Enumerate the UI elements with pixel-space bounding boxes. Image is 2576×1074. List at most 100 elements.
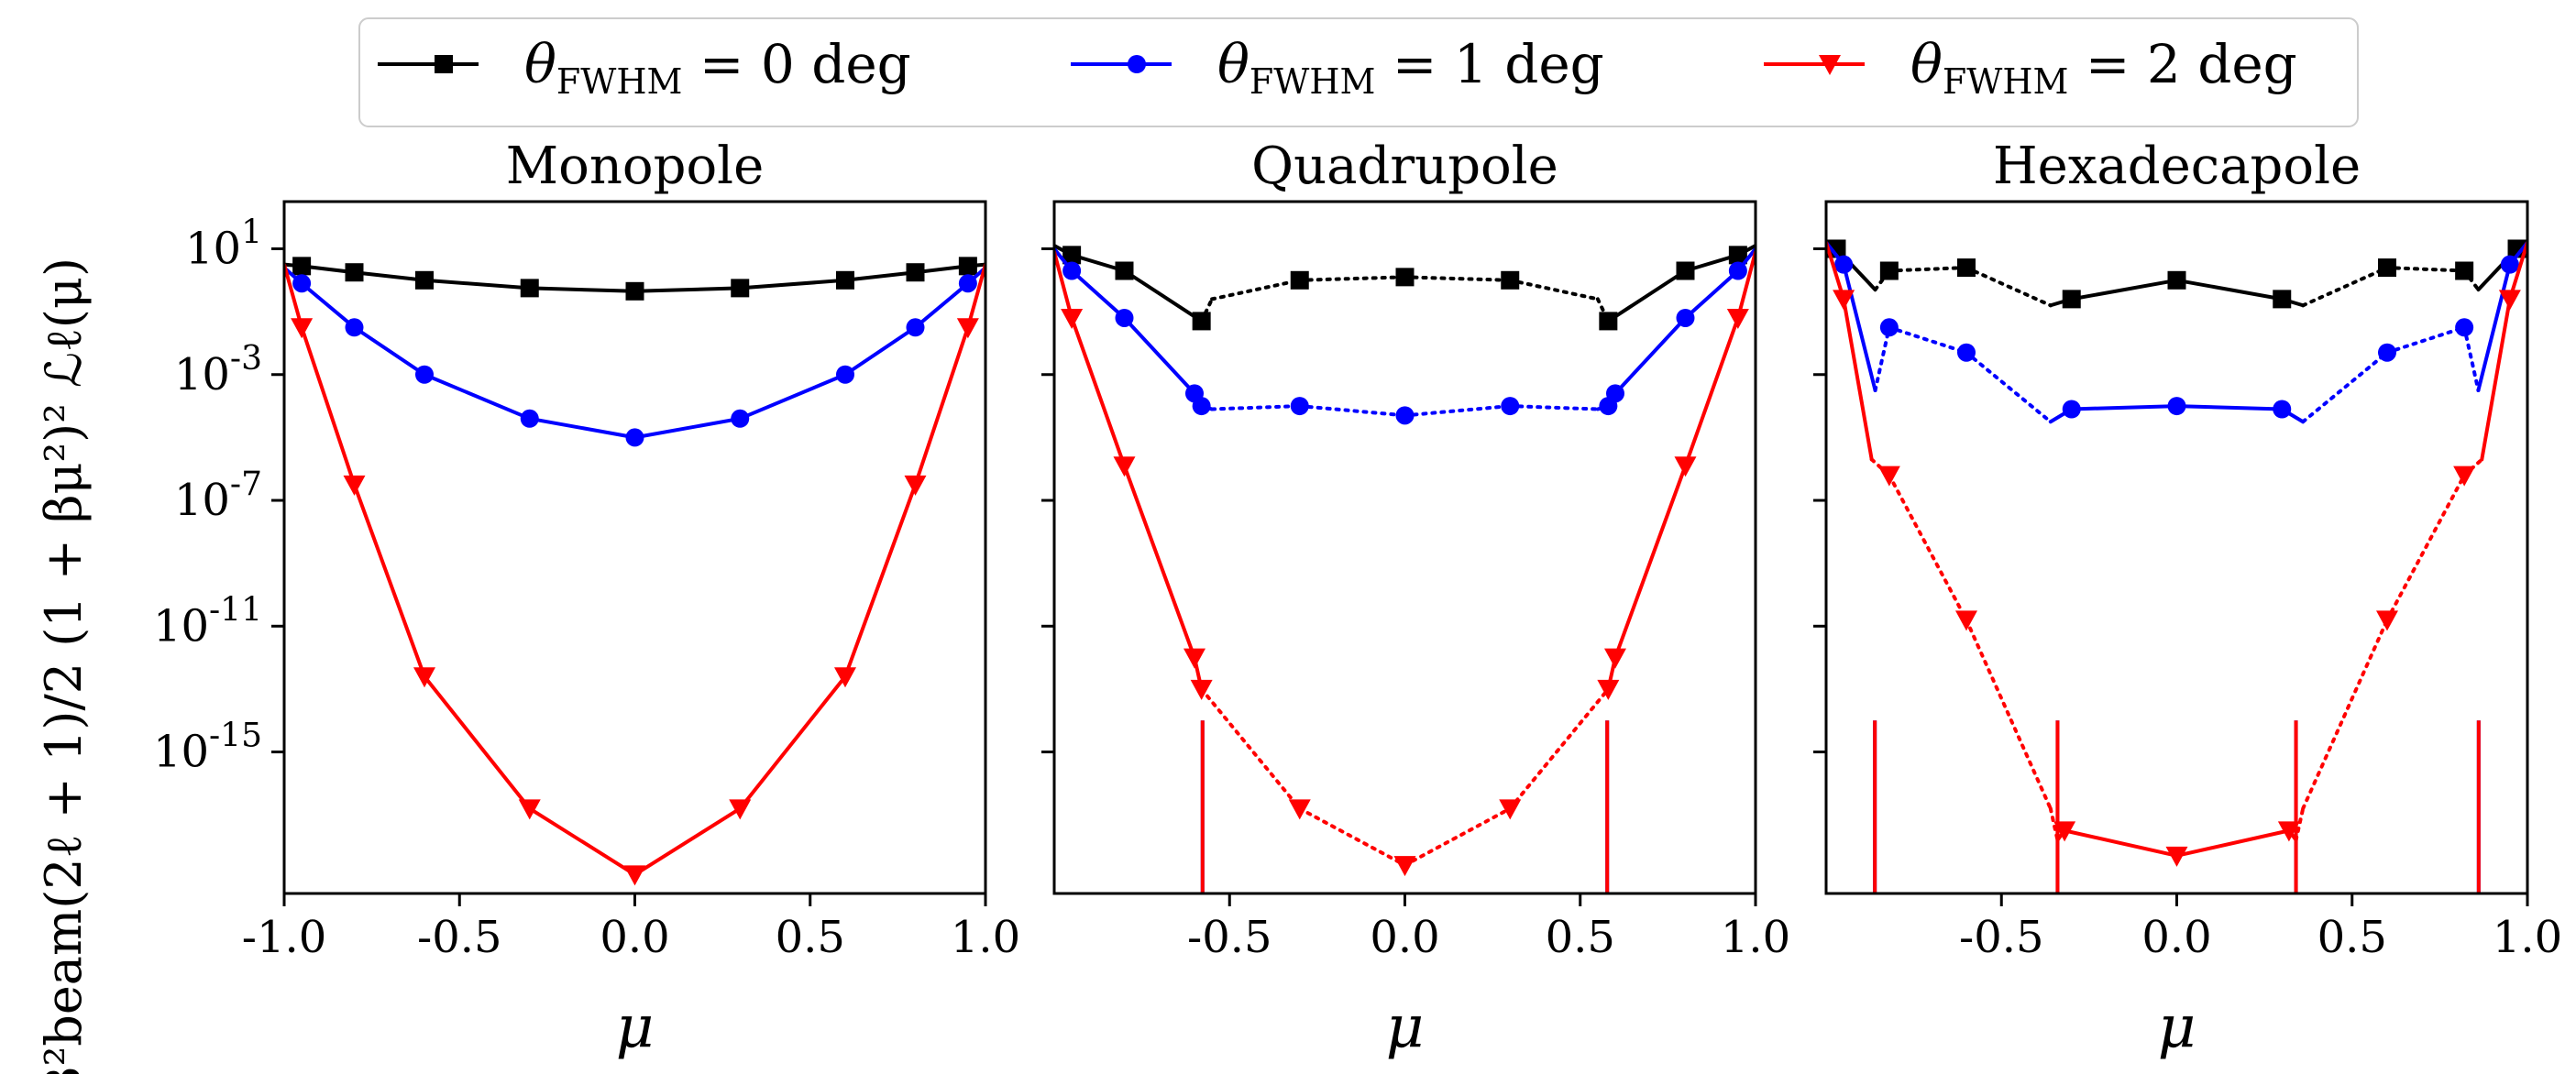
data-point [2277,821,2300,842]
series-segment [913,281,970,330]
series-segment [2174,404,2284,411]
data-point [1499,799,1522,820]
x-axis-label: μ [2158,993,2196,1061]
series-segment [1054,249,1074,320]
series-segment [1965,350,2053,424]
data-point [1290,397,1309,416]
data-point [2167,270,2186,290]
data-point [1877,466,1900,487]
series-segment [2462,325,2481,392]
legend-label: θFWHM = 0 deg [524,33,911,102]
data-point [2378,343,2396,362]
y-tick-label: 101 [185,214,262,274]
series-segment [2385,473,2467,622]
data-point [413,667,435,688]
series-segment [1826,240,1846,301]
series-segment [843,325,918,377]
data-point [2378,258,2396,278]
series-segment [2063,828,2179,858]
series-segment [352,325,426,377]
series-segment [1613,464,1688,660]
x-tick-label: 0.0 [2141,912,2211,963]
series-segment [1297,404,1407,418]
series-segment [1199,686,1302,811]
legend-entry: θFWHM = 2 deg [1764,33,2297,102]
series-segment [1122,315,1196,396]
data-point [1728,246,1747,265]
data-point [1288,799,1311,820]
data-point [1676,308,1695,327]
series-segment [2174,278,2284,301]
series-segment [2294,806,2306,842]
data-point [1113,456,1136,477]
series-segment [1210,404,1302,411]
data-point [1395,268,1415,287]
x-tick-label: 0.0 [1370,912,1439,963]
data-point [1115,261,1134,280]
plot-area [1826,239,2527,893]
data-point [1726,308,1749,329]
x-axis-label: μ [616,993,655,1061]
legend-frame [358,17,2359,127]
series-segment [1297,806,1407,868]
data-point [956,318,979,339]
legend-label: θFWHM = 2 deg [1910,33,2297,102]
data-point [1599,312,1618,331]
legend-entry: θFWHM = 1 deg [1071,33,1604,102]
series-segment [1122,464,1196,660]
series-segment [1683,315,1740,468]
legend: θFWHM = 0 deg θFWHM = 1 deg θFWHM = 2 deg [358,17,2359,127]
data-point [1728,261,1747,280]
series-segment [284,262,304,330]
plot-area [1054,244,1756,893]
axes-frame [1052,200,1757,895]
data-point [1827,239,1846,258]
series-segment [1122,268,1204,323]
data-point [1676,261,1695,280]
series-segment [2069,278,2179,301]
axes-frame [1824,200,2529,895]
data-point [345,263,364,282]
series-segment [1887,473,1968,622]
data-point [2273,400,2292,419]
y-tick-label: 10-3 [174,340,262,400]
data-point [2455,318,2474,337]
data-point [1501,397,1520,416]
data-point [1393,856,1416,877]
series-segment [1508,404,1600,411]
series-segment [527,416,637,440]
legend-label: θFWHM = 1 deg [1217,33,1604,102]
panel-quadrupole: Quadrupole -0.5 0.0 0.5 1.0 μ [1041,137,1790,1061]
y-tick-label: 10-11 [153,591,262,652]
series-segment [2301,618,2389,811]
legend-marker [435,55,453,73]
panel-title: Monopole [506,137,764,196]
series-segment [1842,297,1874,462]
data-point [731,409,750,428]
series-segment [913,325,970,487]
series-segment [352,270,426,282]
series-segment [527,806,637,877]
data-point [292,257,312,276]
data-point [836,270,854,290]
data-point [1955,610,1977,631]
data-point [1834,255,1854,274]
series-segment [2507,240,2527,301]
series-segment [300,281,357,330]
plot-area [284,257,985,886]
data-point [343,475,366,496]
data-point [625,281,644,301]
legend-entry: θFWHM = 0 deg [378,33,911,102]
data-point [2455,261,2474,280]
y-tick-label: 10-7 [174,466,262,526]
series-segment [1613,315,1688,396]
series-segment [1297,275,1407,282]
data-point [1879,261,1899,280]
x-tick-label: -1.0 [242,912,327,963]
x-tick-label: -0.5 [1187,912,1272,963]
series-segment [423,372,532,421]
data-point [1674,456,1697,477]
data-point [2167,397,2186,416]
data-point [2453,466,2476,487]
